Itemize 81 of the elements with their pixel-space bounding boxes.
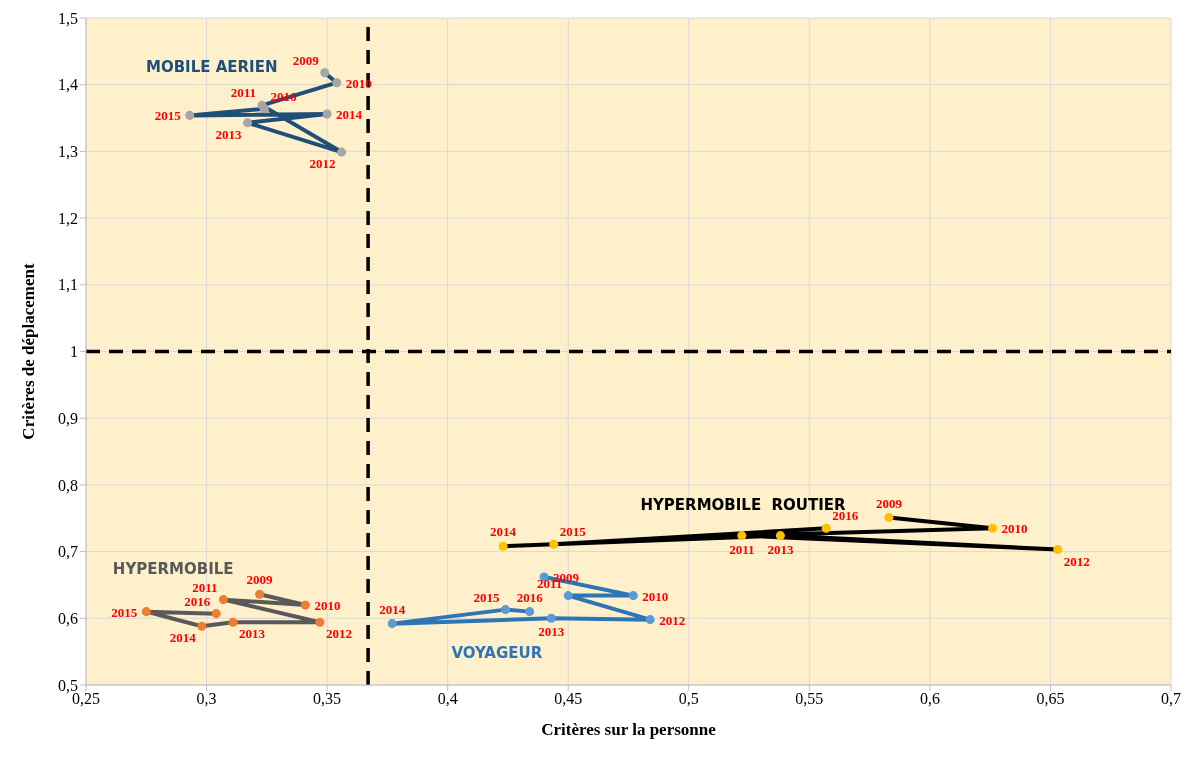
point	[320, 68, 330, 78]
series-label: MOBILE AERIEN	[145, 58, 278, 77]
point	[337, 147, 347, 157]
point	[300, 600, 310, 610]
y-tick-label: 0,8	[58, 476, 78, 494]
annotation: 2013	[767, 541, 794, 557]
y-axis-title: Critères de déplacement	[19, 263, 39, 440]
annotation: 2016	[516, 589, 544, 605]
annotation: 2013	[215, 126, 243, 142]
annotation: 2015	[111, 604, 138, 620]
point	[498, 541, 508, 551]
point	[315, 617, 325, 627]
annotation: 2010	[642, 588, 669, 604]
annotation: 2015	[559, 524, 587, 540]
y-tick-label: 1,1	[58, 276, 78, 294]
y-tick-label: 1,5	[58, 9, 78, 27]
point	[211, 609, 221, 619]
point	[546, 613, 556, 623]
y-tick-label: 0,7	[58, 543, 78, 561]
point	[645, 615, 655, 625]
annotation: 2012	[1063, 553, 1090, 569]
annotation: 2014	[490, 524, 517, 540]
x-tick-label: 0,3	[196, 690, 217, 708]
x-tick-label: 0,4	[437, 690, 458, 708]
x-tick-label: 0,45	[554, 690, 583, 708]
y-tick-label: 1,2	[58, 209, 78, 227]
annotation: 2012	[309, 156, 336, 172]
annotation: 2014	[379, 601, 406, 617]
y-tick-label: 0,6	[58, 609, 78, 627]
annotation: 2011	[729, 541, 755, 557]
point	[988, 523, 998, 533]
annotation: 2016	[184, 593, 211, 609]
point	[563, 591, 573, 601]
point	[549, 539, 559, 549]
point	[141, 607, 151, 617]
point	[501, 605, 511, 615]
x-tick-label: 0,6	[919, 690, 940, 708]
point	[185, 110, 195, 120]
series-label: VOYAGEUR	[451, 644, 543, 663]
point	[525, 607, 535, 617]
point	[332, 78, 342, 88]
annotation: 2011	[230, 85, 257, 101]
annotation: 2014	[336, 107, 363, 123]
annotation: 2014	[169, 630, 197, 646]
point	[322, 109, 332, 119]
annotation: 2011	[192, 579, 218, 595]
point	[737, 531, 747, 541]
annotation: 2015	[473, 589, 501, 605]
y-tick-label: 1,3	[58, 143, 78, 161]
point	[197, 621, 207, 631]
point	[387, 619, 397, 629]
annotation: 2009	[246, 572, 274, 588]
point	[628, 591, 638, 601]
annotation: 2013	[239, 626, 266, 642]
annotation: 2013	[538, 624, 565, 640]
y-tick-label: 1	[70, 343, 78, 361]
point	[259, 104, 269, 114]
point	[884, 513, 894, 523]
point	[255, 589, 265, 599]
annotation: 2010	[314, 597, 341, 613]
point	[218, 595, 228, 605]
point	[243, 118, 253, 128]
point	[821, 523, 831, 533]
annotation: 2009	[875, 495, 903, 511]
x-tick-label: 0,35	[313, 690, 342, 708]
point	[775, 531, 785, 541]
x-tick-label: 0,65	[1036, 690, 1065, 708]
point	[1053, 545, 1063, 555]
x-axis-title: Critères sur la personne	[541, 720, 717, 739]
annotation: 2015	[154, 108, 182, 124]
x-tick-label: 0,5	[678, 690, 699, 708]
annotation: 2012	[325, 626, 352, 642]
annotation: 2009	[292, 52, 320, 68]
series-label: HYPERMOBILE	[112, 559, 234, 578]
y-tick-label: 0,9	[58, 409, 78, 427]
annotation: 2010	[1001, 521, 1028, 537]
y-tick-label: 1,4	[58, 76, 78, 94]
x-tick-label: 0,7	[1161, 690, 1181, 708]
annotation: 2012	[659, 612, 686, 628]
x-tick-label: 0,55	[795, 690, 824, 708]
point	[228, 617, 238, 627]
